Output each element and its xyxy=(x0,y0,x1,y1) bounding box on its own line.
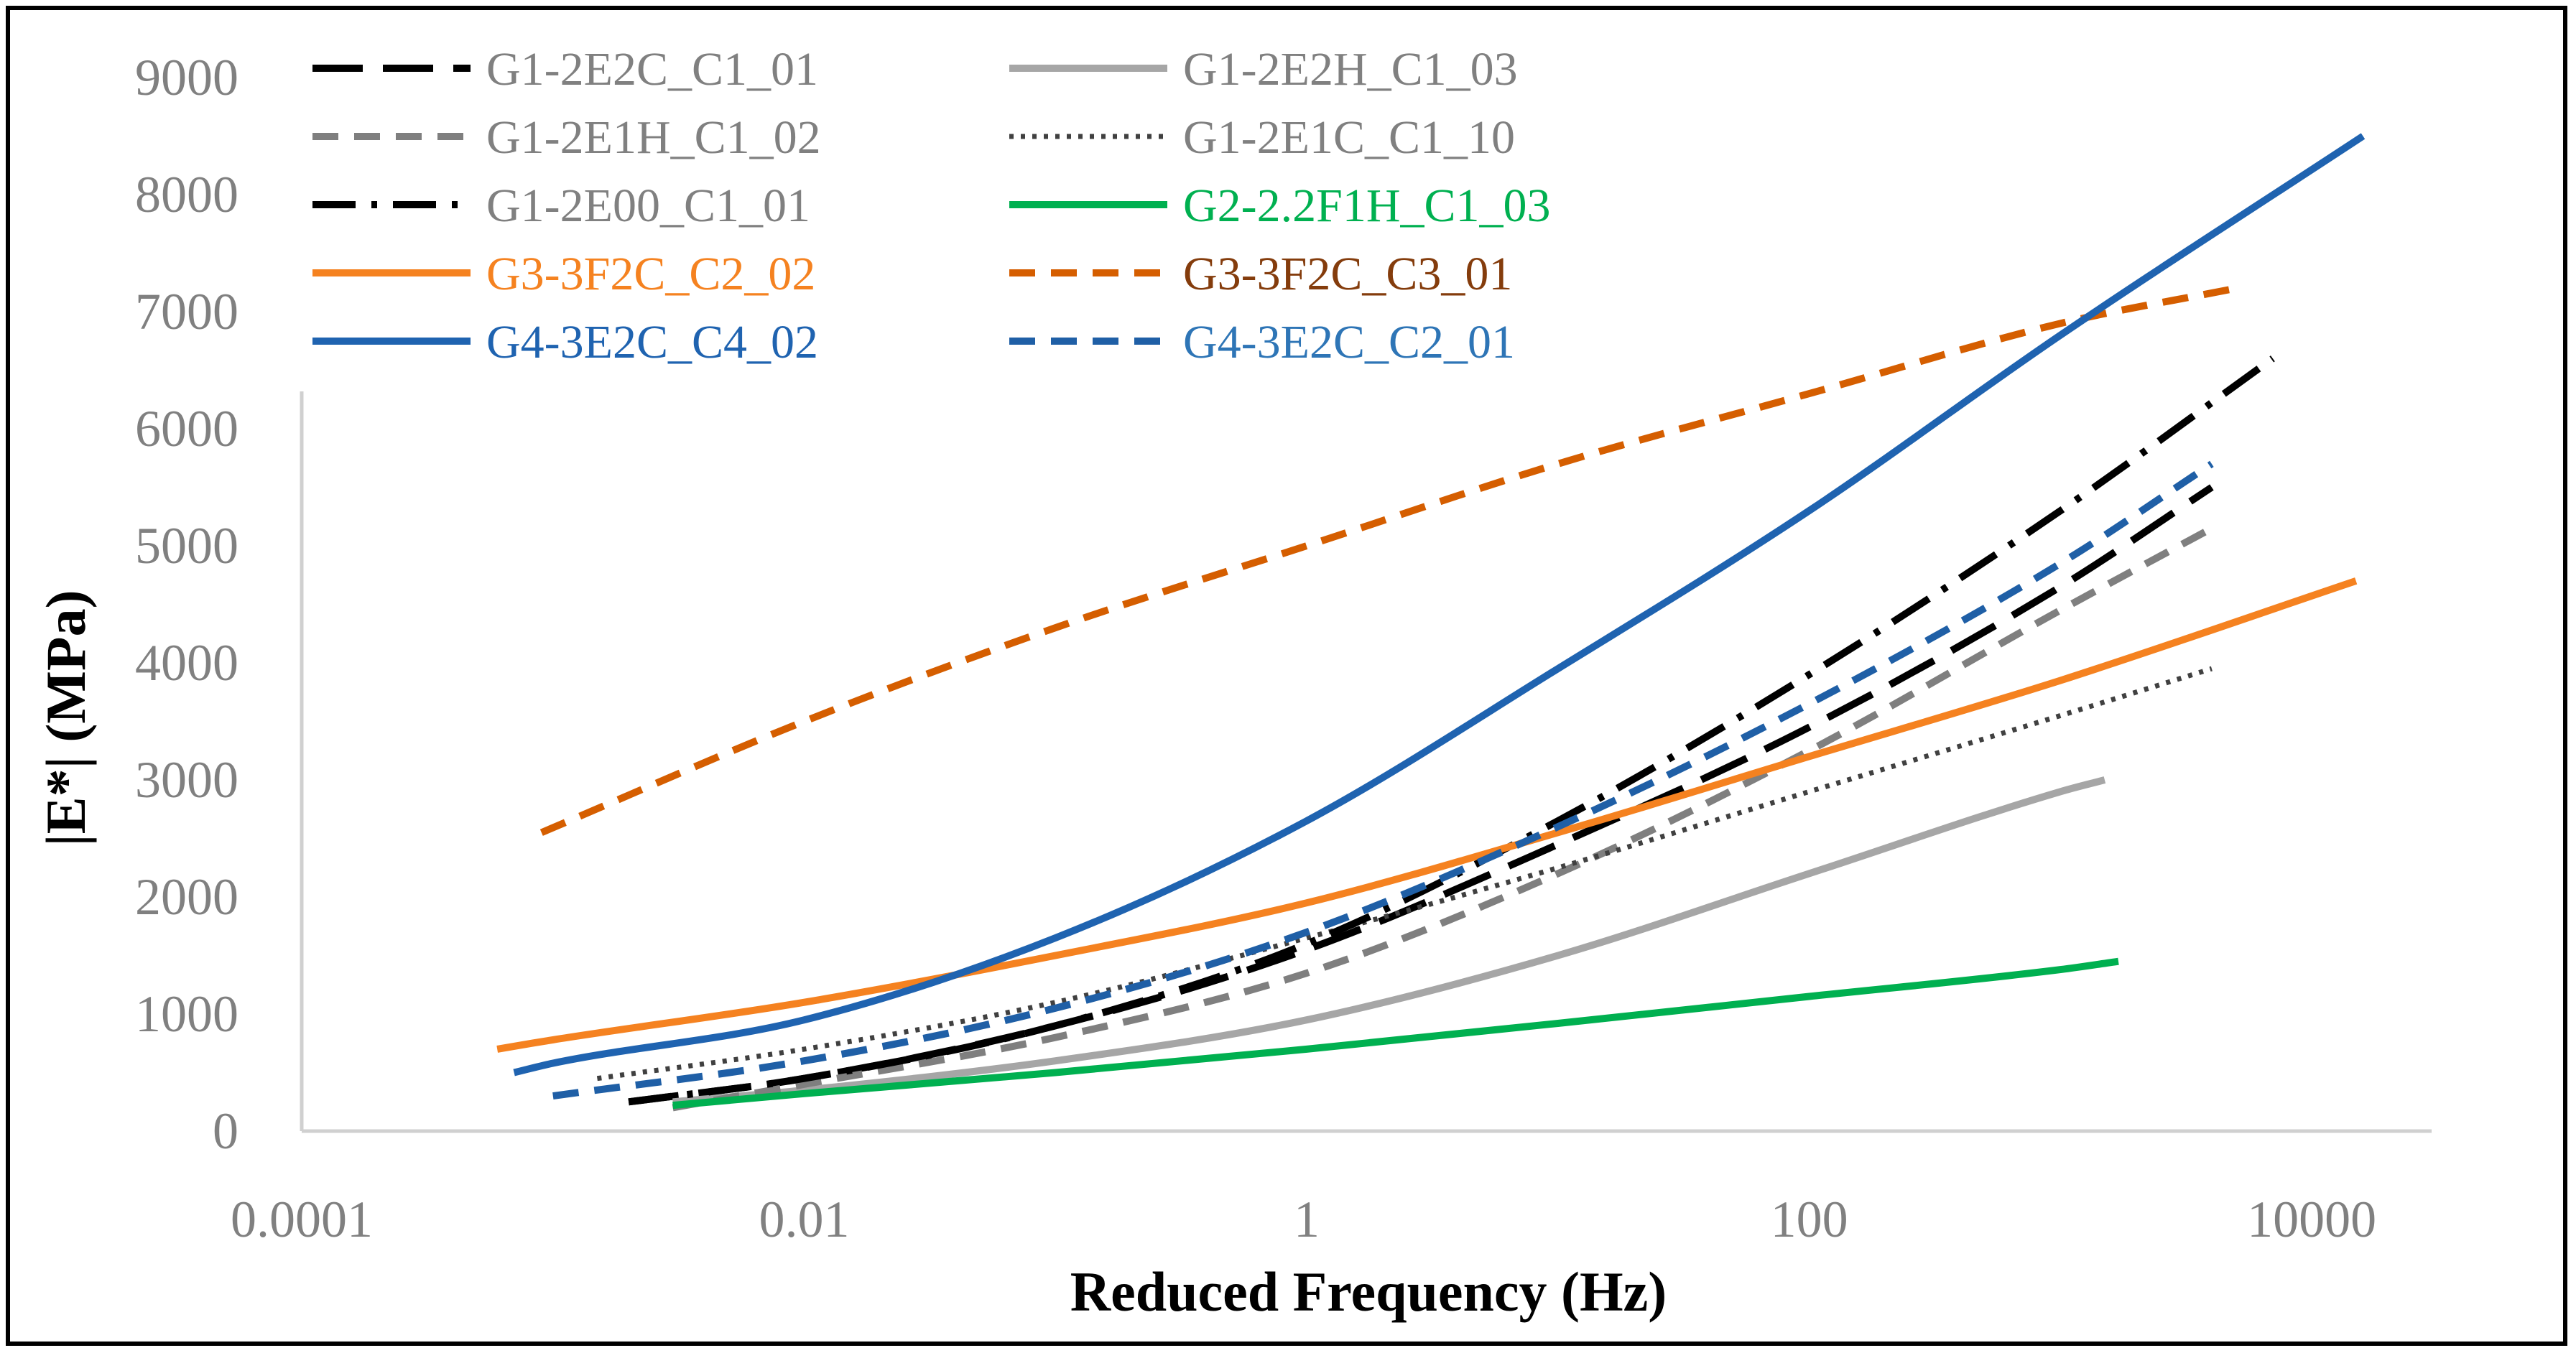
y-tick-label: 4000 xyxy=(135,634,238,692)
series-line-g4-3e2c-c2-01 xyxy=(552,460,2214,1100)
x-axis-title: Reduced Frequency (Hz) xyxy=(1070,1260,1667,1323)
series-line-g3-3f2c-c3-01 xyxy=(539,284,2237,836)
y-tick-label: 9000 xyxy=(135,49,238,106)
series-line-g1-2e2h-c1-03 xyxy=(672,776,2106,1106)
y-tick-label: 8000 xyxy=(135,166,238,223)
legend-label: G3-3F2C_C2_02 xyxy=(486,248,815,300)
legend-label: G1-2E1H_C1_02 xyxy=(486,111,821,164)
legend-label: G1-2E2C_C1_01 xyxy=(486,43,818,96)
x-tick-label: 10000 xyxy=(2247,1191,2376,1248)
series-line-g4-3e2c-c4-02 xyxy=(513,133,2366,1077)
y-tick-label: 5000 xyxy=(135,517,238,575)
series-line-g3-3f2c-c2-02 xyxy=(496,577,2358,1053)
legend-label: G1-2E2H_C1_03 xyxy=(1183,43,1518,96)
legend: G1-2E2C_C1_01 G1-2E2H_C1_03 G1-2E1H_C1_02 G… xyxy=(312,43,1551,368)
x-tick-label: 1 xyxy=(1294,1191,1320,1248)
series-line-g2-2-2f1h-c1-03 xyxy=(672,957,2119,1110)
y-tick-label: 7000 xyxy=(135,283,238,340)
y-tick-label: 2000 xyxy=(135,868,238,926)
y-tick-label: 1000 xyxy=(135,985,238,1043)
series-layer xyxy=(496,133,2366,1112)
series-line-g1-2e00-c1-01 xyxy=(628,355,2275,1106)
series-line-g1-2e2c-c1-01 xyxy=(628,484,2214,1106)
legend-label: G1-2E1C_C1_10 xyxy=(1183,111,1515,164)
legend-label: G3-3F2C_C3_01 xyxy=(1183,248,1512,300)
legend-label: G4-3E2C_C2_01 xyxy=(1183,316,1515,368)
chart-frame xyxy=(6,6,2567,1346)
x-tick-label: 0.01 xyxy=(759,1191,850,1248)
x-tick-label: 100 xyxy=(1771,1191,1848,1248)
y-tick-label: 3000 xyxy=(135,751,238,809)
y-tick-label: 6000 xyxy=(135,400,238,457)
y-axis-title: |E*| (MPa) xyxy=(34,590,97,846)
legend-label: G2-2.2F1H_C1_03 xyxy=(1183,180,1551,232)
x-tick-label: 0.0001 xyxy=(231,1191,373,1248)
series-line-g1-2e1h-c1-02 xyxy=(672,525,2214,1112)
series-line-g1-2e1c-c1-10 xyxy=(596,666,2213,1082)
legend-label: G1-2E00_C1_01 xyxy=(486,180,810,232)
legend-label: G4-3E2C_C4_02 xyxy=(486,316,818,368)
y-tick-label: 0 xyxy=(213,1102,238,1160)
axes: 0 1000 2000 3000 4000 5000 6000 7000 8000 9000 0.0… xyxy=(135,49,2432,1248)
